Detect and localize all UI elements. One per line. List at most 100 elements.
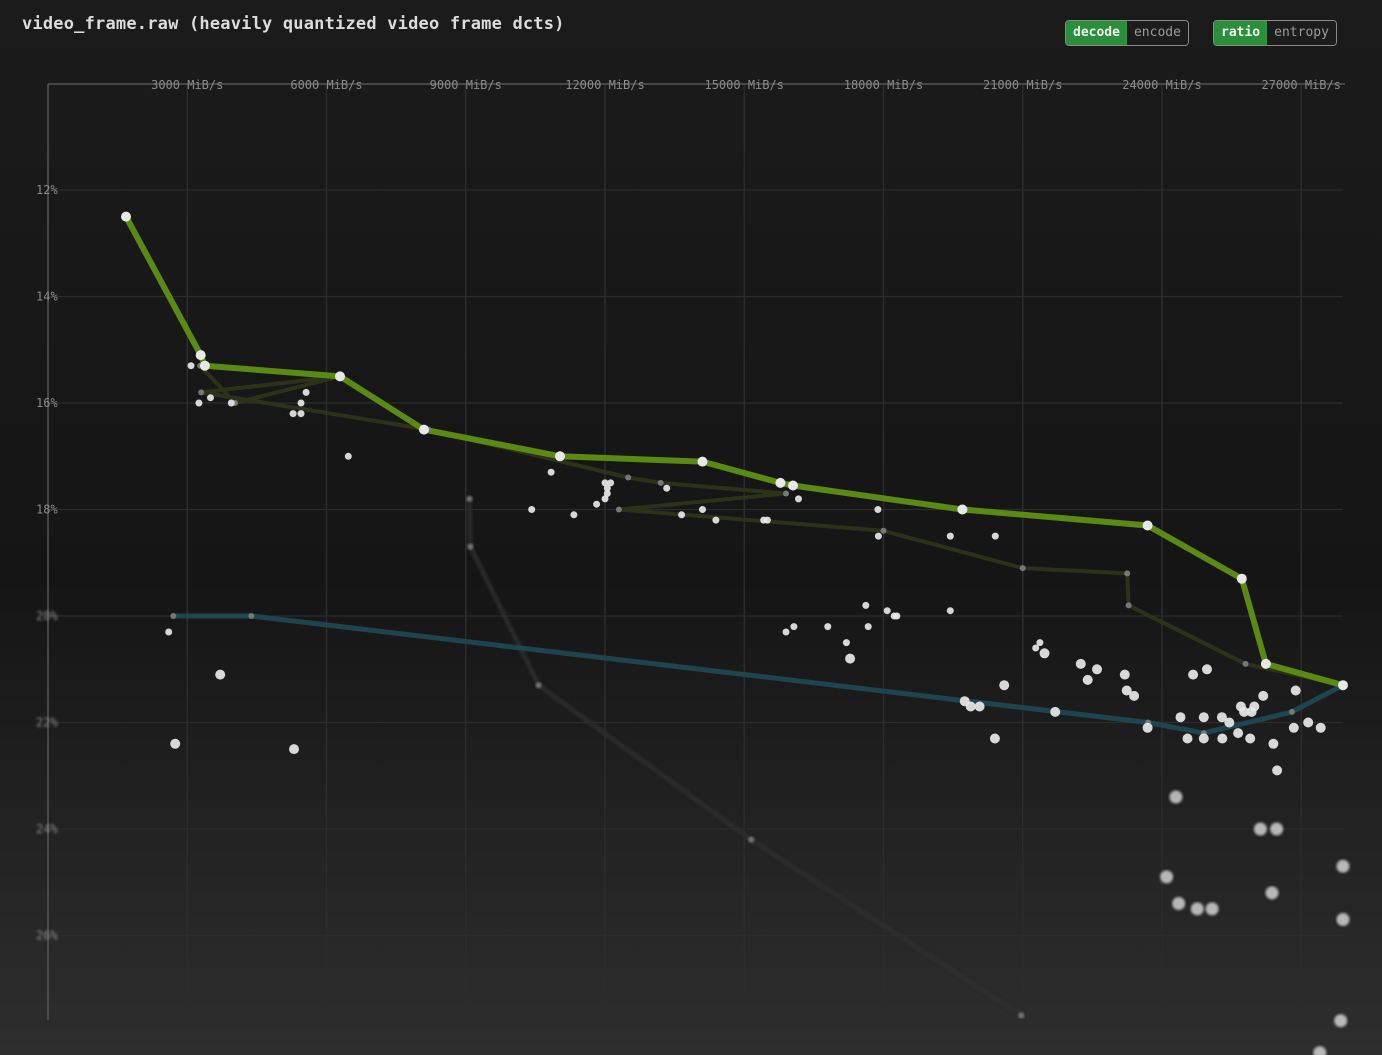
- scatter-point[interactable]: [1233, 728, 1243, 738]
- scatter-point[interactable]: [712, 517, 719, 524]
- scatter-point[interactable]: [1206, 902, 1219, 915]
- scatter-point[interactable]: [874, 506, 881, 513]
- series-point-pareto[interactable]: [196, 350, 206, 360]
- scatter-point[interactable]: [1272, 765, 1282, 775]
- scatter-point[interactable]: [975, 702, 985, 712]
- scatter-point[interactable]: [1176, 712, 1186, 722]
- series-point-olive[interactable]: [1126, 602, 1132, 608]
- scatter-point[interactable]: [875, 533, 882, 540]
- scatter-point[interactable]: [966, 702, 976, 712]
- scatter-point[interactable]: [678, 511, 685, 518]
- series-point-olive[interactable]: [783, 491, 789, 497]
- scatter-point[interactable]: [548, 469, 555, 476]
- scatter-point[interactable]: [1337, 860, 1350, 873]
- scatter-point[interactable]: [228, 400, 235, 407]
- scatter-point[interactable]: [1143, 723, 1153, 733]
- series-point-dim[interactable]: [1018, 1012, 1024, 1018]
- scatter-point[interactable]: [862, 602, 869, 609]
- series-point-pareto[interactable]: [419, 425, 429, 435]
- scatter-point[interactable]: [699, 506, 706, 513]
- scatter-point[interactable]: [170, 739, 180, 749]
- scatter-point[interactable]: [604, 490, 611, 497]
- series-point-dim[interactable]: [748, 837, 754, 843]
- series-point-pareto[interactable]: [775, 478, 785, 488]
- scatter-point[interactable]: [1337, 913, 1350, 926]
- scatter-point[interactable]: [790, 623, 797, 630]
- scatter-point[interactable]: [845, 654, 855, 664]
- scatter-point[interactable]: [795, 495, 802, 502]
- scatter-point[interactable]: [1160, 870, 1173, 883]
- series-point-dim[interactable]: [467, 544, 473, 550]
- series-point-teal[interactable]: [1289, 709, 1295, 715]
- scatter-point[interactable]: [1129, 691, 1139, 701]
- series-point-olive[interactable]: [625, 475, 631, 481]
- scatter-point[interactable]: [289, 744, 299, 754]
- scatter-point[interactable]: [593, 501, 600, 508]
- scatter-point[interactable]: [999, 680, 1009, 690]
- scatter-point[interactable]: [783, 629, 790, 636]
- scatter-point[interactable]: [1245, 734, 1255, 744]
- scatter-point[interactable]: [1249, 702, 1259, 712]
- scatter-point[interactable]: [884, 607, 891, 614]
- scatter-point[interactable]: [1199, 712, 1209, 722]
- scatter-point[interactable]: [1266, 886, 1279, 899]
- scatter-point[interactable]: [1289, 723, 1299, 733]
- scatter-point[interactable]: [188, 362, 195, 369]
- series-point-pareto[interactable]: [1338, 680, 1348, 690]
- scatter-point[interactable]: [1303, 718, 1313, 728]
- scatter-point[interactable]: [947, 607, 954, 614]
- scatter-point[interactable]: [1169, 791, 1182, 804]
- series-point-olive[interactable]: [1020, 565, 1026, 571]
- series-point-teal[interactable]: [248, 613, 254, 619]
- scatter-point[interactable]: [1217, 734, 1227, 744]
- scatter-point[interactable]: [207, 394, 214, 401]
- scatter-point[interactable]: [528, 506, 535, 513]
- series-point-pareto[interactable]: [1143, 521, 1153, 531]
- series-point-dim[interactable]: [536, 682, 542, 688]
- scatter-point[interactable]: [1291, 686, 1301, 696]
- scatter-point[interactable]: [570, 511, 577, 518]
- series-point-teal[interactable]: [170, 613, 176, 619]
- series-point-pareto[interactable]: [957, 505, 967, 515]
- series-point-pareto[interactable]: [121, 212, 131, 222]
- series-point-dim[interactable]: [467, 496, 473, 502]
- scatter-point[interactable]: [165, 629, 172, 636]
- scatter-point[interactable]: [1172, 897, 1185, 910]
- series-point-pareto[interactable]: [555, 451, 565, 461]
- series-point-pareto[interactable]: [1237, 574, 1247, 584]
- series-point-pareto[interactable]: [335, 371, 345, 381]
- series-point-pareto[interactable]: [788, 481, 798, 491]
- series-point-olive[interactable]: [198, 389, 204, 395]
- scatter-point[interactable]: [1076, 659, 1086, 669]
- scatter-point[interactable]: [1334, 1014, 1347, 1027]
- scatter-point[interactable]: [345, 453, 352, 460]
- scatter-point[interactable]: [1191, 902, 1204, 915]
- series-point-olive[interactable]: [1243, 661, 1249, 667]
- scatter-point[interactable]: [298, 410, 305, 417]
- scatter-point[interactable]: [1183, 734, 1193, 744]
- scatter-point[interactable]: [1313, 1046, 1326, 1055]
- scatter-point[interactable]: [1050, 707, 1060, 717]
- scatter-point[interactable]: [298, 400, 305, 407]
- series-point-pareto[interactable]: [698, 457, 708, 467]
- scatter-point[interactable]: [843, 639, 850, 646]
- series-point-olive[interactable]: [881, 528, 887, 534]
- scatter-point[interactable]: [1036, 639, 1043, 646]
- scatter-point[interactable]: [1268, 739, 1278, 749]
- scatter-point[interactable]: [947, 533, 954, 540]
- scatter-point[interactable]: [893, 613, 900, 620]
- scatter-point[interactable]: [1092, 664, 1102, 674]
- scatter-point[interactable]: [663, 485, 670, 492]
- series-point-olive[interactable]: [616, 507, 622, 513]
- scatter-point[interactable]: [1270, 823, 1283, 836]
- scatter-point[interactable]: [1199, 734, 1209, 744]
- scatter-point[interactable]: [824, 623, 831, 630]
- series-point-pareto[interactable]: [200, 361, 210, 371]
- scatter-point[interactable]: [1224, 718, 1234, 728]
- scatter-point[interactable]: [1202, 664, 1212, 674]
- scatter-point[interactable]: [1040, 648, 1050, 658]
- scatter-point[interactable]: [290, 410, 297, 417]
- scatter-point[interactable]: [1316, 723, 1326, 733]
- scatter-point[interactable]: [195, 400, 202, 407]
- scatter-point[interactable]: [215, 670, 225, 680]
